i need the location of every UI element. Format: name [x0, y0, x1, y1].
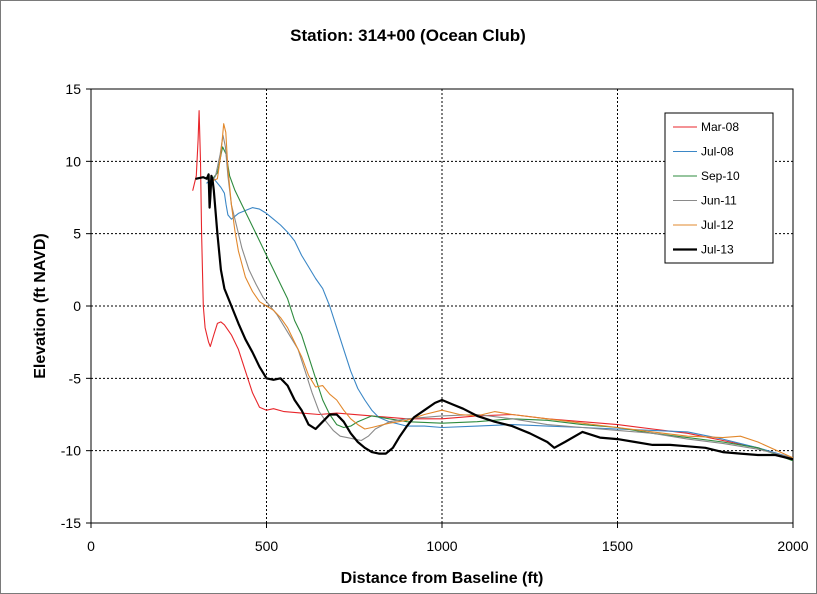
legend-box: [664, 112, 774, 264]
x-tick-label: 2000: [777, 538, 808, 554]
series-line-jul-08: [206, 178, 793, 459]
y-tick-label: 10: [65, 153, 81, 169]
series-line-mar-08: [192, 110, 793, 460]
chart-title: Station: 314+00 (Ocean Club): [290, 26, 526, 45]
legend-label-jun-11: Jun-11: [701, 194, 737, 208]
y-tick-label: -10: [61, 443, 81, 459]
legend-label-sep-10: Sep-10: [701, 169, 740, 183]
series-line-jun-11: [209, 134, 793, 459]
y-tick-label: -5: [69, 370, 82, 386]
legend-label-jul-12: Jul-12: [701, 218, 734, 232]
axis-ticks: 0 500 1000 1500 2000 15 10 5 0 -5 -10 -15: [61, 81, 809, 554]
series-line-jul-13: [195, 173, 793, 461]
x-tick-label: 0: [87, 538, 95, 554]
legend-label-mar-08: Mar-08: [701, 120, 739, 134]
x-axis-label: Distance from Baseline (ft): [341, 570, 544, 587]
data-series: [192, 110, 793, 462]
legend-label-jul-13: Jul-13: [701, 243, 734, 257]
legend-label-jul-08: Jul-08: [701, 145, 734, 159]
y-tick-label: 15: [65, 81, 81, 97]
y-tick-label: 0: [73, 298, 81, 314]
x-tick-label: 1000: [426, 538, 457, 554]
y-axis-label: Elevation (ft NAVD): [32, 233, 49, 378]
y-tick-label: -15: [61, 515, 81, 531]
x-tick-label: 1500: [602, 538, 633, 554]
chart-legend: Mar-08 Jul-08 Sep-10 Jun-11 Jul-12 Jul-13: [664, 112, 774, 264]
x-tick-label: 500: [255, 538, 279, 554]
series-line-jul-12: [209, 123, 793, 459]
y-tick-label: 5: [73, 226, 81, 242]
